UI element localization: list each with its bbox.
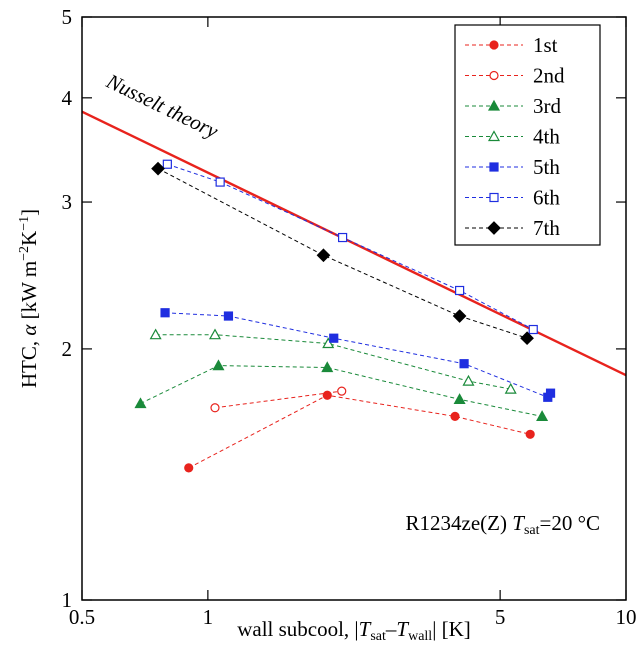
legend-label: 4th: [533, 125, 560, 149]
data-point: [453, 393, 466, 404]
data-point: [536, 410, 549, 422]
legend-marker: [489, 192, 499, 203]
data-point: [528, 324, 538, 335]
data-point: [134, 397, 147, 409]
x-axis-label-part: | [K]: [432, 617, 471, 641]
legend-marker: [487, 130, 501, 142]
y-axis-label-part: −1: [17, 216, 32, 231]
data-point: [462, 374, 475, 386]
data-point: [316, 248, 331, 263]
legend-marker: [487, 99, 501, 111]
data-point: [322, 337, 335, 349]
y-axis-label-part: α: [17, 324, 41, 336]
data-point: [149, 328, 162, 340]
x-tick-label: 1: [203, 605, 214, 629]
y-tick-label: 3: [62, 190, 73, 214]
data-point: [215, 177, 225, 187]
legend-marker: [487, 221, 501, 235]
y-axis-label-part: HTC,: [17, 336, 41, 389]
legend-marker: [489, 40, 499, 50]
data-point: [321, 361, 334, 373]
data-point: [223, 311, 234, 321]
data-point: [322, 390, 332, 400]
data-point: [184, 463, 194, 473]
legend-label: 5th: [533, 155, 560, 179]
data-point: [459, 359, 469, 369]
series-line: [155, 334, 511, 390]
annotation-part: R1234ze(Z): [406, 511, 513, 535]
data-point: [212, 359, 225, 371]
data-point: [450, 411, 460, 422]
legend-marker: [489, 70, 499, 81]
data-point: [520, 331, 534, 346]
data-point: [525, 429, 535, 439]
legend-label: 6th: [533, 186, 560, 210]
x-tick-label: 5: [495, 605, 506, 629]
x-axis-label: wall subcool, |Tsat–Twall| [K]: [237, 617, 471, 644]
data-point: [162, 159, 172, 169]
data-point: [208, 328, 222, 340]
x-axis-label-part: wall subcool, |: [237, 617, 358, 641]
series-line: [157, 168, 528, 339]
y-tick-label: 2: [62, 337, 73, 361]
legend-label: 3rd: [533, 94, 561, 118]
legend-label: 7th: [533, 216, 560, 240]
theory-label: Nusselt theory: [102, 68, 223, 143]
series-line: [140, 365, 543, 417]
data-point: [337, 232, 348, 243]
x-axis-label-part: T: [396, 617, 409, 641]
x-axis-label-part: wall: [408, 629, 432, 644]
y-axis-label-part: [kW m: [17, 261, 41, 325]
series-line: [188, 394, 531, 469]
data-point: [329, 333, 339, 343]
y-tick-label: 4: [62, 86, 73, 110]
legend-marker: [489, 162, 499, 172]
data-point: [151, 161, 165, 176]
x-tick-label: 0.5: [69, 605, 95, 629]
annotation-part: sat: [524, 523, 540, 538]
x-axis-label-part: –: [385, 617, 397, 641]
annotation-part: T: [512, 511, 525, 535]
y-axis-label-part: K: [17, 231, 41, 246]
series-line: [165, 312, 551, 398]
y-axis-label-part: ]: [17, 209, 41, 216]
data-point: [455, 285, 465, 296]
y-tick-label: 1: [62, 588, 73, 612]
data-point: [337, 386, 347, 396]
x-axis-label-part: T: [359, 617, 372, 641]
data-point: [160, 308, 170, 318]
x-tick-label: 10: [616, 605, 637, 629]
annotation: R1234ze(Z) Tsat=20 °C: [406, 511, 600, 538]
series-line: [214, 390, 342, 409]
legend-box: [454, 24, 601, 246]
data-point: [452, 309, 467, 323]
y-tick-label: 5: [62, 5, 73, 29]
y-axis-label: HTC, α [kW m−2K−1]: [17, 209, 41, 388]
data-point: [545, 388, 556, 398]
data-point: [210, 403, 220, 413]
annotation-part: =20 °C: [540, 511, 601, 535]
legend-label: 2nd: [533, 64, 565, 88]
x-axis-label-part: sat: [370, 629, 386, 644]
plot-frame: [81, 16, 627, 601]
y-axis-label-part: −2: [17, 246, 32, 261]
legend-label: 1st: [533, 33, 558, 57]
data-point: [504, 382, 517, 394]
